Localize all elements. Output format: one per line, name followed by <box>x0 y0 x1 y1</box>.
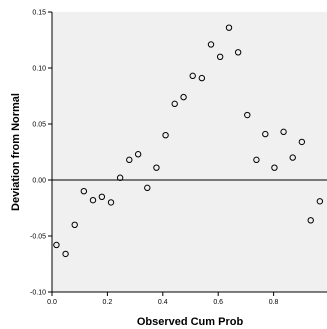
data-point <box>244 111 251 119</box>
data-point <box>126 156 133 164</box>
data-point <box>289 154 296 161</box>
data-point <box>180 93 187 101</box>
x-tick-label: 0.2 <box>103 299 113 306</box>
y-axis-title: Deviation from Normal <box>10 93 22 211</box>
x-axis-title: Observed Cum Prob <box>137 316 244 328</box>
plot-area <box>52 12 327 292</box>
y-tick-label: 0.05 <box>32 122 46 129</box>
data-point <box>307 217 314 224</box>
y-tick-label: 0.10 <box>32 66 46 73</box>
x-tick-label: 0.8 <box>269 299 279 306</box>
data-point <box>207 41 215 48</box>
data-point <box>162 132 169 139</box>
y-tick-label: -0.10 <box>30 290 46 297</box>
data-point <box>144 184 151 192</box>
data-point <box>234 49 242 56</box>
data-point <box>71 221 78 229</box>
data-point <box>271 164 278 171</box>
data-point <box>134 151 142 158</box>
data-point <box>153 164 160 171</box>
x-tick-label: 0.6 <box>213 299 223 306</box>
data-point <box>316 198 324 205</box>
ticks: -0.10 -0.05 0.00 0.05 0.10 0.15 0.0 0.2 0.4 0.6 0.… <box>30 10 279 307</box>
data-point <box>107 199 115 206</box>
data-point <box>62 250 69 258</box>
data-point <box>225 24 233 31</box>
data-point <box>171 100 178 108</box>
data-point <box>198 74 206 82</box>
y-tick-label: -0.05 <box>30 234 46 241</box>
x-tick-label: 0.4 <box>158 299 168 306</box>
data-point <box>262 130 269 138</box>
data-points <box>53 24 324 258</box>
y-tick-label: 0.00 <box>32 178 46 185</box>
data-point <box>98 193 106 201</box>
data-point <box>253 156 260 164</box>
data-point <box>216 53 224 60</box>
axes <box>51 12 327 293</box>
data-point <box>189 72 196 80</box>
data-point <box>280 128 287 136</box>
data-point <box>116 174 124 181</box>
x-tick-label: 0.0 <box>47 299 57 306</box>
data-point <box>89 196 97 204</box>
data-point <box>298 138 306 146</box>
data-point <box>80 188 88 195</box>
y-tick-label: 0.15 <box>32 10 46 17</box>
data-point <box>53 241 60 249</box>
